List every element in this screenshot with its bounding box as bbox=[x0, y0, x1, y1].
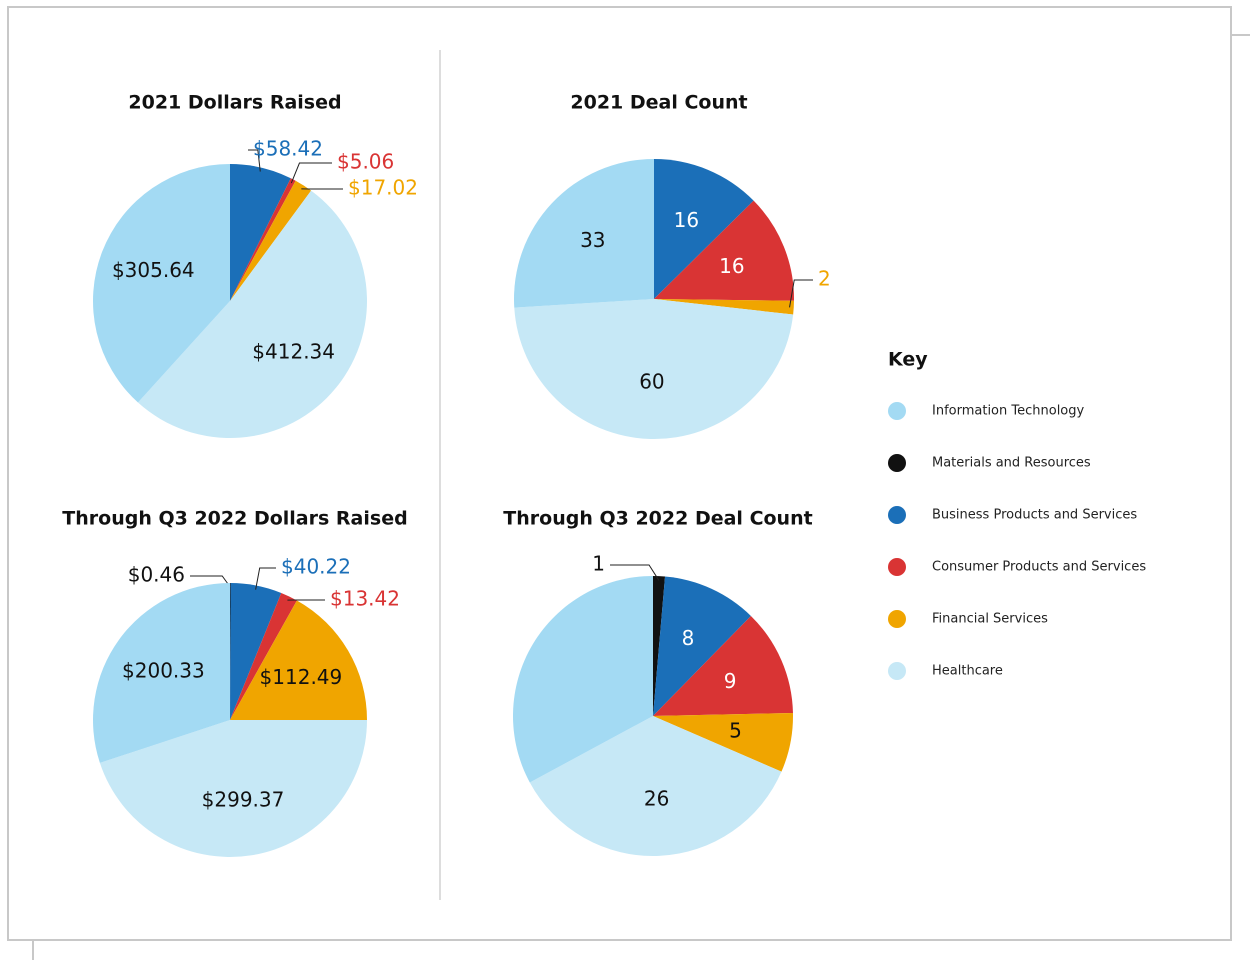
data-label: $13.42 bbox=[330, 587, 400, 611]
data-label: 16 bbox=[674, 208, 699, 232]
legend-swatch bbox=[888, 402, 906, 420]
pie-slice bbox=[230, 178, 296, 301]
leader-line bbox=[290, 162, 332, 184]
legend-label: Information Technology bbox=[932, 404, 1085, 419]
data-label: 26 bbox=[644, 786, 669, 810]
legend-swatch bbox=[888, 662, 906, 680]
data-label: $200.33 bbox=[122, 658, 205, 682]
pie-slice bbox=[654, 299, 794, 315]
frame bbox=[7, 6, 1232, 941]
leader-line bbox=[610, 564, 660, 581]
pie-slice bbox=[653, 712, 793, 772]
legend-swatch bbox=[888, 506, 906, 524]
data-label: 9 bbox=[724, 669, 737, 693]
pie-slice bbox=[137, 190, 368, 439]
data-label: $0.46 bbox=[128, 563, 185, 587]
legend-swatch bbox=[888, 558, 906, 576]
pie-slice bbox=[92, 164, 230, 403]
data-label: $17.02 bbox=[348, 176, 418, 200]
legend-label: Materials and Resources bbox=[932, 456, 1091, 471]
data-label: 5 bbox=[729, 719, 742, 743]
data-label: 33 bbox=[580, 228, 605, 252]
chart-title: 2021 Dollars Raised bbox=[128, 92, 341, 114]
data-label: $58.42 bbox=[253, 137, 323, 161]
data-label: $299.37 bbox=[202, 788, 285, 812]
data-label: $112.49 bbox=[260, 665, 343, 689]
pie-slice bbox=[654, 200, 794, 301]
legend-label: Consumer Products and Services bbox=[932, 560, 1146, 575]
data-label: $40.22 bbox=[281, 555, 351, 579]
data-label: 60 bbox=[639, 369, 664, 393]
leader-line bbox=[789, 279, 813, 308]
data-label: 16 bbox=[719, 254, 744, 278]
chart-title: Through Q3 2022 Dollars Raised bbox=[62, 508, 407, 530]
data-label: $5.06 bbox=[337, 150, 394, 174]
pie-slice bbox=[230, 600, 367, 721]
pie-slice bbox=[653, 615, 793, 716]
data-label: 1 bbox=[592, 552, 605, 576]
pie-slice bbox=[654, 159, 754, 299]
legend-swatch bbox=[888, 454, 906, 472]
legend-label: Healthcare bbox=[932, 664, 1003, 679]
pie-slice bbox=[92, 583, 230, 763]
pie-slice bbox=[230, 583, 282, 720]
data-label: 8 bbox=[682, 626, 695, 650]
data-label: 2 bbox=[818, 267, 831, 291]
pie-slice bbox=[514, 299, 794, 439]
legend-label: Business Products and Services bbox=[932, 508, 1137, 523]
pie-slice bbox=[529, 716, 782, 856]
chart-title: Through Q3 2022 Deal Count bbox=[503, 508, 812, 530]
pie-slice bbox=[653, 576, 666, 716]
legend-label: Financial Services bbox=[932, 612, 1048, 627]
data-label: $305.64 bbox=[112, 258, 195, 282]
pie-slice bbox=[230, 583, 231, 720]
legend-swatch bbox=[888, 610, 906, 628]
legend-title: Key bbox=[888, 349, 928, 371]
chart-title: 2021 Deal Count bbox=[570, 92, 747, 114]
leader-line bbox=[255, 567, 276, 590]
pie-slice bbox=[99, 720, 368, 857]
pie-slice bbox=[513, 576, 653, 783]
pie-slice bbox=[230, 180, 312, 301]
pie-slice bbox=[514, 159, 654, 308]
pie-slice bbox=[230, 592, 297, 720]
leader-line bbox=[248, 149, 261, 172]
data-label: $412.34 bbox=[252, 340, 335, 364]
pie-slice bbox=[230, 164, 291, 301]
pie-slice bbox=[653, 576, 751, 716]
